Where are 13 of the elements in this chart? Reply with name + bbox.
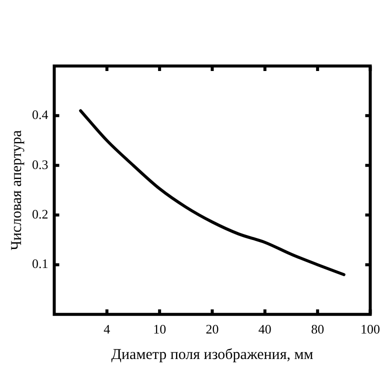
x-tick-label: 40 — [258, 322, 272, 337]
y-tick-label: 0.4 — [32, 107, 49, 122]
x-tick-label: 100 — [360, 322, 380, 337]
x-tick-label: 4 — [104, 322, 111, 337]
y-axis-title: Числовая апертура — [8, 130, 25, 250]
line-series — [79, 109, 346, 276]
y-tick-label: 0.1 — [32, 256, 48, 272]
x-axis-title: Диаметр поля изображения, мм — [111, 346, 314, 363]
x-tick-label: 80 — [311, 322, 324, 337]
y-tick-label: 0.2 — [32, 206, 48, 222]
y-tick-label: 0.3 — [32, 156, 48, 172]
x-tick-label: 20 — [206, 322, 219, 337]
x-tick-label: 10 — [153, 322, 166, 337]
